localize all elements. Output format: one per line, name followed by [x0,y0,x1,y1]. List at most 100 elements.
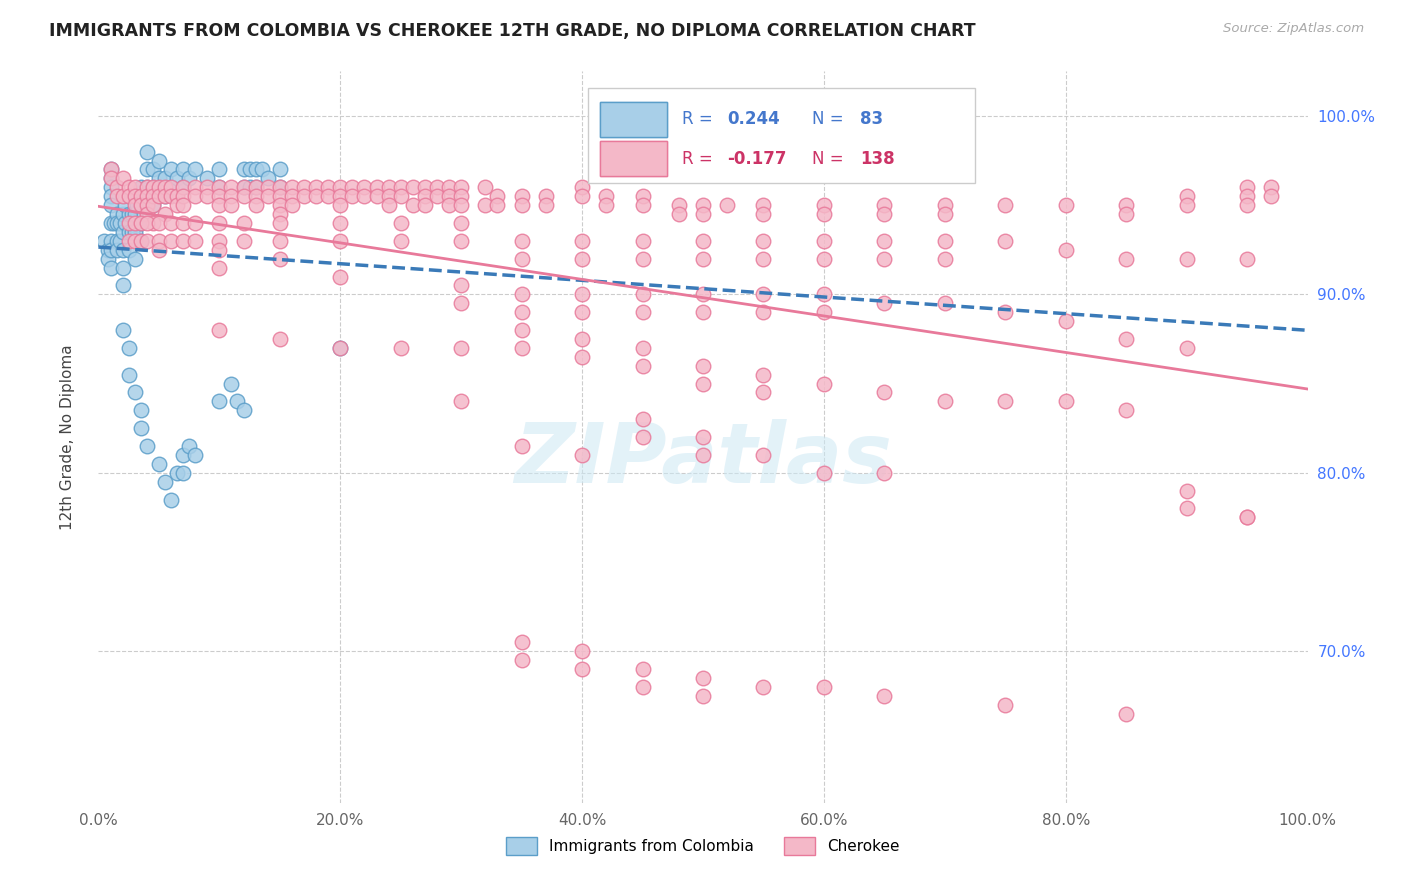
Point [510,305,533,319]
Point [413,180,436,194]
Point [450,198,472,212]
Point [571,448,593,462]
Point [426,180,449,194]
Point [118,234,141,248]
Point [329,269,352,284]
Point [389,189,412,203]
Point [813,466,835,480]
Point [111,225,134,239]
Point [135,162,157,177]
Point [111,260,134,275]
Point [631,252,654,266]
Point [510,189,533,203]
Point [105,207,128,221]
Point [813,198,835,212]
Point [208,180,231,194]
Point [135,198,157,212]
Point [179,171,201,186]
Point [118,180,141,194]
Point [221,198,243,212]
Point [305,189,328,203]
Point [571,180,593,194]
Point [124,385,146,400]
Point [148,234,170,248]
Point [437,189,460,203]
Point [934,234,956,248]
Point [389,341,412,355]
Point [111,189,134,203]
Point [1054,394,1077,409]
Text: Source: ZipAtlas.com: Source: ZipAtlas.com [1223,22,1364,36]
Point [571,332,593,346]
Point [692,198,714,212]
Point [1175,341,1198,355]
Point [873,296,896,310]
Point [752,385,775,400]
Point [450,341,472,355]
Point [100,243,122,257]
Point [184,216,207,230]
Point [1236,510,1258,524]
Point [631,430,654,444]
Point [134,207,156,221]
Point [142,162,165,177]
Point [426,189,449,203]
Point [160,162,183,177]
Point [184,234,207,248]
FancyBboxPatch shape [588,88,976,183]
Point [437,180,460,194]
Point [135,439,157,453]
Point [221,180,243,194]
Point [129,198,152,212]
Point [377,189,399,203]
Text: R =: R = [682,110,713,128]
Point [353,189,375,203]
Point [631,359,654,373]
Point [100,162,122,177]
Point [118,341,141,355]
Point [292,180,315,194]
Legend: Immigrants from Colombia, Cherokee: Immigrants from Colombia, Cherokee [501,831,905,861]
Point [413,189,436,203]
Point [571,305,593,319]
Point [105,189,128,203]
Point [329,341,352,355]
Point [232,180,254,194]
Point [1054,314,1077,328]
Point [208,260,231,275]
Point [100,198,122,212]
Point [108,216,131,230]
Point [994,698,1017,712]
Point [389,180,412,194]
Point [813,234,835,248]
Point [571,350,593,364]
Point [402,180,425,194]
Point [329,341,352,355]
Point [450,234,472,248]
Point [752,368,775,382]
Point [595,198,617,212]
Point [631,198,654,212]
Point [114,198,136,212]
Point [118,368,141,382]
Point [534,189,557,203]
Point [127,198,149,212]
Point [1175,501,1198,516]
Point [184,162,207,177]
Point [153,180,176,194]
Point [813,680,835,694]
Point [692,671,714,685]
Text: N =: N = [811,110,844,128]
Point [1115,198,1137,212]
Point [269,332,291,346]
Point [184,189,207,203]
Point [631,305,654,319]
Point [100,162,122,177]
Point [389,216,412,230]
Point [256,171,278,186]
Point [208,394,231,409]
Point [172,180,194,194]
Point [245,180,267,194]
Point [450,189,472,203]
Point [118,243,141,257]
